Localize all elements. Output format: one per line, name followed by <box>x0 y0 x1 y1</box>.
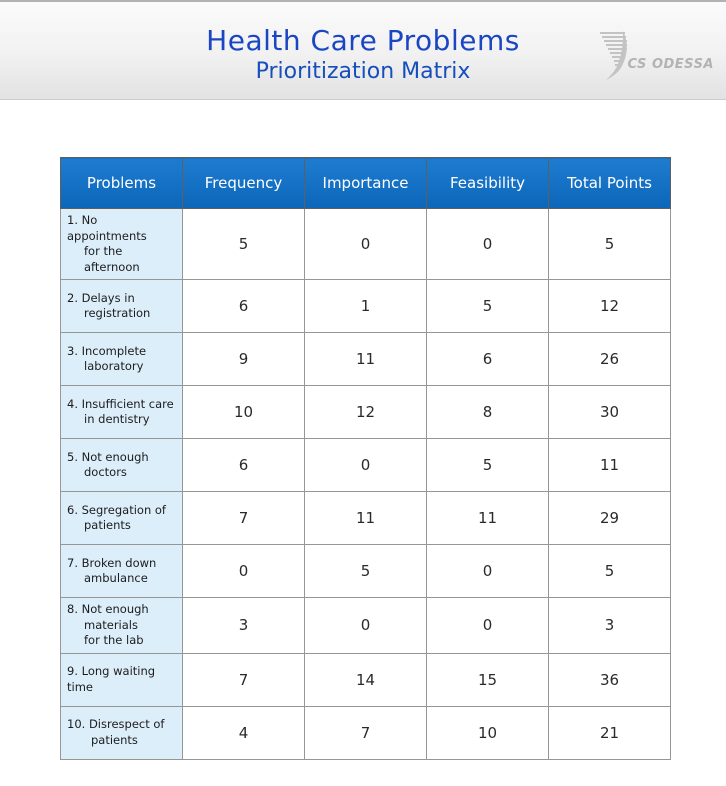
total-points-cell: 30 <box>548 385 671 440</box>
total-points-cell: 29 <box>548 491 671 546</box>
problem-line: patients <box>84 518 131 533</box>
importance-cell: 5 <box>304 544 427 599</box>
problem-line: 9. Long waiting <box>67 664 156 679</box>
table-row: 8. Not enough materials for the lab 3 0 0 3 <box>60 597 671 654</box>
feasibility-cell: 0 <box>426 544 549 599</box>
frequency-cell: 6 <box>182 438 305 493</box>
page-title: Health Care Problems <box>206 24 520 57</box>
total-points-cell: 5 <box>548 544 671 599</box>
problem-cell: 5. Not enough doctors <box>60 438 183 493</box>
logo-text: CS ODESSA <box>627 57 714 72</box>
table-row: 2. Delays in registration 6 1 5 12 <box>60 279 671 334</box>
table-row: 6. Segregation of patients 7 11 11 29 <box>60 491 671 546</box>
problem-line: 8. Not enough <box>67 602 149 617</box>
total-points-cell: 21 <box>548 705 671 760</box>
problem-line: for the lab <box>84 633 144 648</box>
problem-cell: 9. Long waiting time <box>60 652 183 707</box>
problem-line: ambulance <box>84 571 148 586</box>
problem-line: 3. Incomplete <box>67 343 147 358</box>
problem-cell: 7. Broken down ambulance <box>60 544 183 599</box>
problem-line: 2. Delays in <box>67 290 135 305</box>
problem-line: laboratory <box>84 359 144 374</box>
feasibility-cell: 11 <box>426 491 549 546</box>
feasibility-cell: 15 <box>426 652 549 707</box>
content-area: Problems Frequency Importance Feasibilit… <box>0 157 726 760</box>
table-row: 4. Insufficient care in dentistry 10 12 8 30 <box>60 385 671 440</box>
problem-cell: 2. Delays in registration <box>60 279 183 334</box>
frequency-cell: 0 <box>182 544 305 599</box>
feasibility-cell: 10 <box>426 705 549 760</box>
importance-cell: 12 <box>304 385 427 440</box>
table-row: 10. Disrespect of patients 4 7 10 21 <box>60 705 671 760</box>
importance-cell: 0 <box>304 207 427 281</box>
titles-block: Health Care Problems Prioritization Matr… <box>0 2 726 84</box>
importance-cell: 11 <box>304 491 427 546</box>
problem-line: 4. Insufficient care <box>67 396 174 411</box>
importance-cell: 0 <box>304 438 427 493</box>
total-points-cell: 5 <box>548 207 671 281</box>
importance-cell: 7 <box>304 705 427 760</box>
table-row: 9. Long waiting time 7 14 15 36 <box>60 652 671 707</box>
frequency-cell: 7 <box>182 491 305 546</box>
total-points-cell: 3 <box>548 597 671 654</box>
frequency-cell: 6 <box>182 279 305 334</box>
prioritization-matrix-table: Problems Frequency Importance Feasibilit… <box>60 157 671 760</box>
table-header-row: Problems Frequency Importance Feasibilit… <box>60 157 671 209</box>
total-points-cell: 36 <box>548 652 671 707</box>
problem-line: 7. Broken down <box>67 555 157 570</box>
cs-odessa-swoosh-icon <box>593 30 633 82</box>
feasibility-cell: 5 <box>426 438 549 493</box>
problem-line: 1. No appointments <box>67 213 147 243</box>
total-points-cell: 26 <box>548 332 671 387</box>
problem-cell: 4. Insufficient care in dentistry <box>60 385 183 440</box>
feasibility-cell: 5 <box>426 279 549 334</box>
cs-odessa-logo: CS ODESSA <box>593 30 714 82</box>
feasibility-cell: 0 <box>426 207 549 281</box>
importance-cell: 1 <box>304 279 427 334</box>
problem-cell: 6. Segregation of patients <box>60 491 183 546</box>
column-header-total-points: Total Points <box>548 157 671 209</box>
table-row: 3. Incomplete laboratory 9 11 6 26 <box>60 332 671 387</box>
frequency-cell: 10 <box>182 385 305 440</box>
feasibility-cell: 0 <box>426 597 549 654</box>
table-row: 5. Not enough doctors 6 0 5 11 <box>60 438 671 493</box>
column-header-frequency: Frequency <box>182 157 305 209</box>
problem-cell: 10. Disrespect of patients <box>60 705 183 760</box>
importance-cell: 14 <box>304 652 427 707</box>
table-row: 7. Broken down ambulance 0 5 0 5 <box>60 544 671 599</box>
frequency-cell: 3 <box>182 597 305 654</box>
problem-cell: 8. Not enough materials for the lab <box>60 597 183 654</box>
frequency-cell: 4 <box>182 705 305 760</box>
frequency-cell: 5 <box>182 207 305 281</box>
total-points-cell: 12 <box>548 279 671 334</box>
column-header-problems: Problems <box>60 157 183 209</box>
header-band: Health Care Problems Prioritization Matr… <box>0 0 726 100</box>
problem-line: time <box>67 679 93 694</box>
feasibility-cell: 8 <box>426 385 549 440</box>
problem-line: patients <box>91 732 138 747</box>
problem-line: 6. Segregation of <box>67 502 166 517</box>
importance-cell: 11 <box>304 332 427 387</box>
feasibility-cell: 6 <box>426 332 549 387</box>
problem-line: materials <box>84 617 138 632</box>
problem-line: 10. Disrespect of <box>67 717 165 732</box>
problem-line: doctors <box>84 465 127 480</box>
page-subtitle: Prioritization Matrix <box>255 59 471 84</box>
table-row: 1. No appointments for the afternoon 5 0 0 5 <box>60 207 671 281</box>
problem-line: 5. Not enough <box>67 449 149 464</box>
problem-line: in dentistry <box>84 412 150 427</box>
problem-cell: 1. No appointments for the afternoon <box>60 207 183 281</box>
problem-line: registration <box>84 306 151 321</box>
column-header-feasibility: Feasibility <box>426 157 549 209</box>
problem-cell: 3. Incomplete laboratory <box>60 332 183 387</box>
column-header-importance: Importance <box>304 157 427 209</box>
frequency-cell: 7 <box>182 652 305 707</box>
importance-cell: 0 <box>304 597 427 654</box>
total-points-cell: 11 <box>548 438 671 493</box>
frequency-cell: 9 <box>182 332 305 387</box>
problem-line: for the afternoon <box>84 244 140 274</box>
